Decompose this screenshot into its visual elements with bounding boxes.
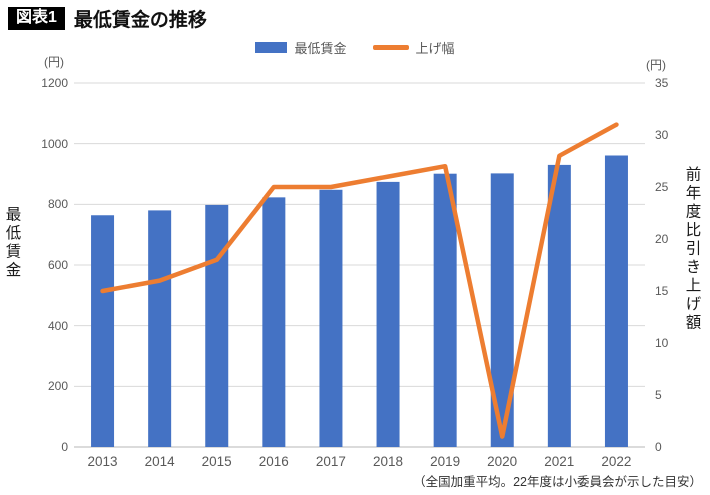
chart-plot-area	[74, 82, 645, 448]
right-tick-label: 10	[655, 336, 669, 350]
bar-2020	[490, 173, 514, 447]
x-label-2016: 2016	[258, 454, 289, 469]
right-axis-title: 前年度比引き上げ額	[683, 166, 701, 333]
x-label-2015: 2015	[201, 454, 232, 469]
legend-label: 上げ幅	[415, 41, 455, 56]
line-swatch-icon	[372, 45, 409, 50]
left-tick-label: 0	[61, 440, 68, 454]
chart-footnote: （全国加重平均。22年度は小委員会が示した目安）	[413, 475, 702, 489]
page-title: 最低賃金の推移	[73, 10, 207, 31]
legend-item-bar: 最低賃金	[255, 38, 347, 57]
bar-2017	[319, 189, 343, 448]
right-tick-label: 25	[655, 180, 669, 194]
bar-2021	[547, 164, 571, 447]
x-label-2019: 2019	[430, 454, 461, 469]
x-label-2014: 2014	[144, 454, 175, 469]
bar-2013	[91, 215, 115, 447]
bar-swatch-icon	[255, 42, 288, 53]
bar-2018	[376, 181, 400, 447]
left-tick-label: 1200	[41, 76, 68, 90]
left-tick-label: 1000	[41, 136, 68, 151]
right-tick-label: 35	[655, 76, 669, 90]
bar-2015	[205, 204, 229, 447]
increase-line	[100, 122, 619, 439]
figure-number-badge: 図表1	[8, 7, 65, 30]
legend-item-line: 上げ幅	[372, 38, 455, 57]
left-axis-title: 最低賃金	[3, 206, 21, 280]
left-tick-label: 800	[47, 197, 68, 212]
bar-2022	[604, 155, 628, 447]
left-tick-label: 200	[47, 379, 68, 394]
bar-2019	[433, 173, 457, 447]
right-tick-label: 30	[655, 128, 669, 142]
right-tick-label: 5	[655, 388, 662, 402]
right-tick-label: 15	[655, 284, 669, 298]
legend-label: 最低賃金	[294, 41, 347, 56]
x-label-2021: 2021	[544, 454, 575, 469]
right-tick-label: 20	[655, 232, 669, 246]
left-axis-unit: (円)	[44, 55, 64, 69]
figure-header: 図表1 最低賃金の推移	[8, 5, 207, 32]
chart-legend: 最低賃金 上げ幅	[0, 38, 710, 57]
bar-2014	[148, 210, 172, 447]
right-tick-label: 0	[655, 440, 662, 454]
bar-2016	[262, 197, 286, 447]
x-label-2020: 2020	[487, 454, 518, 469]
left-tick-label: 600	[47, 258, 68, 272]
x-label-2018: 2018	[372, 454, 404, 469]
right-axis-unit: (円)	[646, 58, 666, 72]
x-label-2013: 2013	[87, 454, 118, 469]
x-label-2022: 2022	[601, 454, 632, 469]
x-label-2017: 2017	[315, 454, 346, 469]
left-tick-label: 400	[47, 318, 68, 333]
